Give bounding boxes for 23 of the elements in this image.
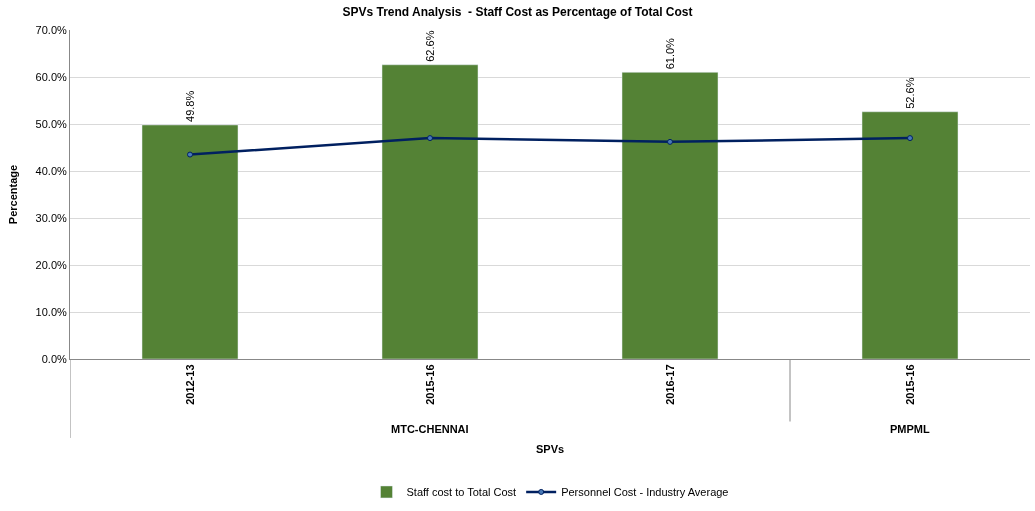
data-label: 61.0%: [664, 37, 676, 70]
text: PMPML: [890, 423, 930, 435]
y-tick-label: 0.0%: [41, 352, 68, 365]
legend-label: Staff cost to Total Cost: [406, 486, 517, 499]
y-tick-label: 60.0%: [35, 70, 68, 83]
y-tick-label: 70.0%: [35, 23, 68, 36]
data-label: 52.6%: [904, 77, 916, 109]
y-tick-label: 10.0%: [35, 305, 68, 318]
y-tick-label: 20.0%: [35, 258, 68, 271]
y-axis-title: Percentage: [7, 164, 20, 225]
y-tick-label: 50.0%: [35, 117, 68, 130]
x-tick-label: 2015-16: [903, 364, 916, 405]
y-tick-label: 30.0%: [35, 211, 68, 224]
data-label: 49.8%: [184, 90, 196, 122]
x-axis-title: SPVs: [536, 443, 565, 455]
text: MTC-CHENNAI: [391, 423, 469, 435]
y-tick-label: 40.0%: [35, 164, 68, 177]
chart-title: SPVs Trend Analysis - Staff Cost as Percentage of Total Cost: [342, 5, 693, 20]
x-tick-label: 2012-13: [183, 364, 196, 405]
data-label: 62.6%: [424, 30, 436, 62]
legend-label: Personnel Cost - Industry Average: [561, 486, 729, 499]
x-tick-label: 2015-16: [423, 364, 436, 405]
x-tick-label: 2016-17: [663, 364, 676, 405]
